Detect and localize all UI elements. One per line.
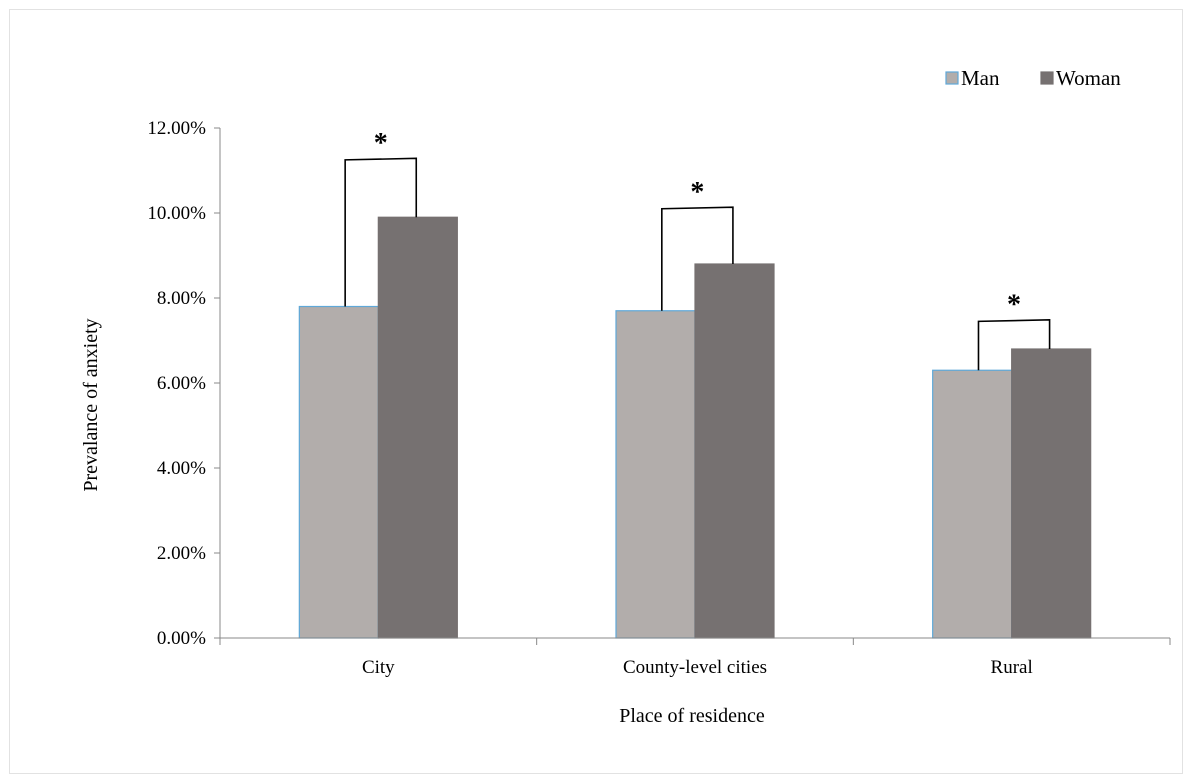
legend: Man Woman (945, 66, 1121, 90)
y-ticks: 0.00% 2.00% 4.00% 6.00% 8.00% 10.00% 12.00% (147, 118, 220, 649)
significance-bracket (344, 157, 418, 307)
y-tick-label: 4.00% (157, 458, 206, 479)
bar-woman-2 (1011, 348, 1092, 639)
x-tick-label: Rural (991, 657, 1033, 678)
y-tick-label: 10.00% (147, 203, 206, 224)
significance-bracket (977, 319, 1051, 371)
y-tick-label: 8.00% (157, 288, 206, 309)
significance-mark: * (690, 177, 704, 208)
x-tick-label: City (362, 657, 395, 678)
y-tick-label: 0.00% (157, 628, 206, 649)
x-tick-label: County-level cities (623, 657, 767, 678)
y-tick-label: 12.00% (147, 118, 206, 139)
legend-label-woman: Woman (1056, 66, 1121, 90)
significance-brackets: * * * (344, 128, 1051, 371)
bar-man-0 (298, 305, 379, 639)
x-ticks: City County-level cities Rural (219, 638, 1171, 678)
y-axis-title: Prevalance of anxiety (80, 318, 102, 491)
bar-woman-0 (377, 216, 458, 639)
chart-frame (9, 9, 1183, 774)
y-tick-label: 6.00% (157, 373, 206, 394)
y-tick-label: 2.00% (157, 543, 206, 564)
bars-layer (298, 216, 1092, 639)
legend-label-man: Man (961, 66, 1000, 90)
x-axis-title: Place of residence (619, 705, 765, 727)
significance-mark: * (374, 128, 388, 159)
bar-man-1 (615, 310, 696, 639)
significance-bracket (661, 206, 734, 311)
legend-swatch-woman (1040, 71, 1054, 85)
significance-mark: * (1007, 289, 1021, 320)
bar-woman-1 (694, 263, 775, 639)
legend-swatch-man (945, 71, 959, 85)
bar-man-2 (932, 369, 1013, 639)
